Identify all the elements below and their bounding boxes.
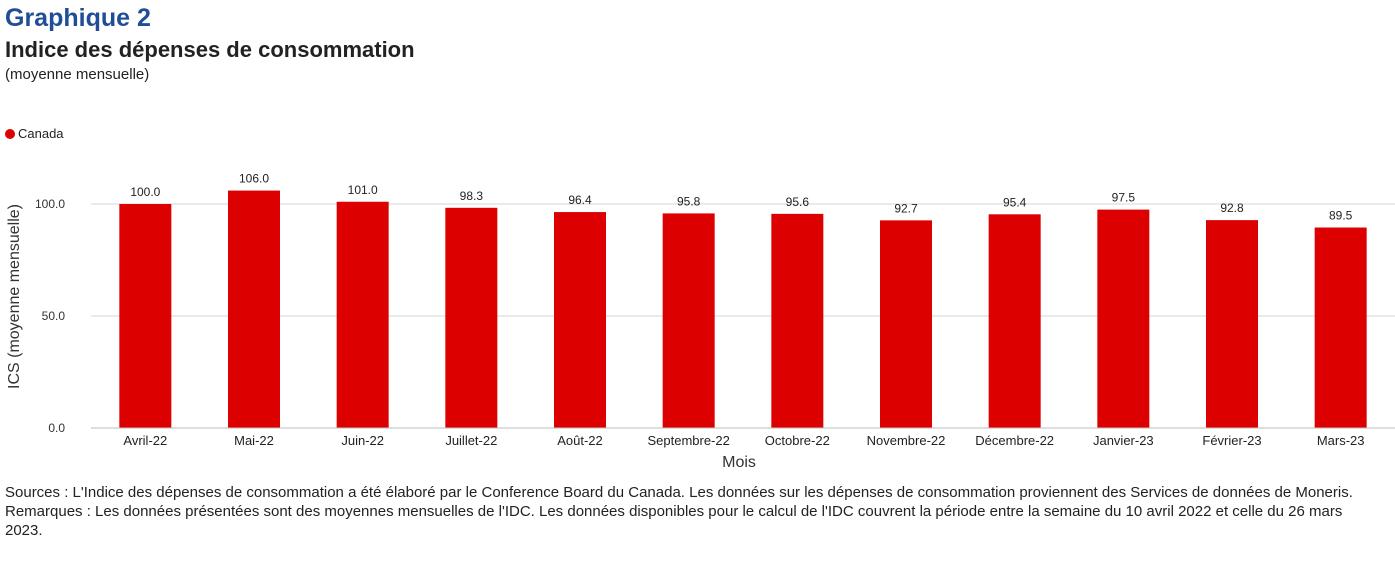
bar-value-label: 97.5 bbox=[1112, 191, 1136, 205]
legend: Canada bbox=[5, 126, 64, 141]
bar-value-label: 95.8 bbox=[677, 194, 701, 208]
bar bbox=[988, 214, 1041, 428]
x-tick-label: Octobre-22 bbox=[765, 433, 830, 448]
remarks-text: Remarques : Les données présentées sont … bbox=[5, 503, 1343, 539]
x-tick-label: Mars-23 bbox=[1317, 433, 1365, 448]
x-tick-label: Juin-22 bbox=[341, 433, 384, 448]
bar bbox=[554, 212, 606, 428]
y-tick-label: 100.0 bbox=[35, 197, 65, 211]
bar-value-label: 95.4 bbox=[1003, 195, 1027, 209]
x-tick-label: Janvier-23 bbox=[1093, 433, 1154, 448]
x-tick-label: Juillet-22 bbox=[445, 433, 497, 448]
bar bbox=[119, 204, 172, 428]
chart-subtitle: Indice des dépenses de consommation bbox=[5, 37, 415, 62]
x-tick-label: Novembre-22 bbox=[867, 433, 946, 448]
bar bbox=[880, 220, 932, 428]
bar-value-label: 92.7 bbox=[894, 201, 918, 215]
x-axis-title: Mois bbox=[722, 454, 756, 471]
bar bbox=[445, 207, 498, 428]
bar bbox=[1097, 209, 1150, 428]
y-tick-label: 0.0 bbox=[48, 421, 65, 435]
bar-chart: 0.0 50.0 100.0 ICS (moyenne mensuelle) 100.0… bbox=[6, 172, 1395, 471]
legend-label-canada: Canada bbox=[18, 126, 64, 141]
x-tick-label: Avril-22 bbox=[123, 433, 167, 448]
bar-value-label: 89.5 bbox=[1329, 209, 1353, 223]
x-tick-label: Mai-22 bbox=[234, 433, 274, 448]
chart-note: (moyenne mensuelle) bbox=[5, 66, 150, 83]
bar-value-label: 101.0 bbox=[348, 183, 378, 197]
x-tick-label: Février-23 bbox=[1202, 433, 1261, 448]
sources-text: Sources : L'Indice des dépenses de conso… bbox=[5, 484, 1353, 501]
bar bbox=[336, 201, 389, 428]
bar-value-label: 95.6 bbox=[786, 195, 810, 209]
bar-value-label: 98.3 bbox=[460, 189, 484, 203]
chart-footer: Sources : L'Indice des dépenses de conso… bbox=[5, 483, 1380, 540]
bar bbox=[1206, 220, 1258, 428]
chart-title: Graphique 2 bbox=[5, 4, 151, 32]
x-tick-label: Décembre-22 bbox=[975, 433, 1054, 448]
bar bbox=[771, 213, 824, 428]
x-tick-label: Septembre-22 bbox=[647, 433, 729, 448]
bar-value-label: 96.4 bbox=[568, 193, 592, 207]
bar bbox=[228, 190, 280, 428]
bar-value-label: 92.8 bbox=[1220, 201, 1244, 215]
y-tick-label: 50.0 bbox=[42, 309, 66, 323]
bar-value-label: 106.0 bbox=[239, 172, 269, 186]
bar-value-label: 100.0 bbox=[130, 185, 160, 199]
y-axis-title: ICS (moyenne mensuelle) bbox=[6, 204, 23, 389]
bar bbox=[1314, 227, 1367, 428]
bar bbox=[662, 213, 715, 428]
x-tick-label: Août-22 bbox=[557, 433, 603, 448]
legend-marker-canada bbox=[5, 128, 15, 139]
